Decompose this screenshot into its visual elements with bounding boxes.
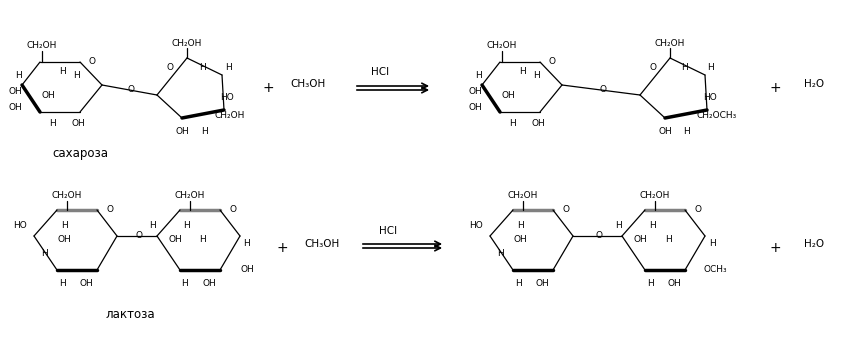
Text: CH₂OH: CH₂OH [640,191,670,201]
Text: OH: OH [535,278,549,287]
Text: O: O [88,58,96,66]
Text: OH: OH [41,91,55,99]
Text: H: H [73,71,79,81]
Text: H₂O: H₂O [804,79,824,89]
Text: H: H [244,239,251,247]
Text: H: H [149,221,156,231]
Text: O: O [106,206,113,214]
Text: H: H [41,248,48,257]
Text: H: H [199,62,206,71]
Text: OH: OH [8,103,22,113]
Text: OH: OH [175,126,189,135]
Text: CH₂OH: CH₂OH [215,112,245,121]
Text: OH: OH [633,236,647,245]
Text: OH: OH [8,88,22,96]
Text: CH₂OH: CH₂OH [175,191,205,201]
Text: H: H [664,236,671,245]
Text: O: O [695,206,702,214]
Text: сахароза: сахароза [52,147,108,159]
Text: H: H [59,67,66,76]
Text: OH: OH [240,266,254,275]
Text: H: H [200,126,207,135]
Text: OH: OH [513,236,527,245]
Text: +: + [769,81,781,95]
Text: O: O [650,63,657,72]
Text: O: O [230,206,237,214]
Text: OH: OH [531,120,545,128]
Text: HCl: HCl [379,226,397,236]
Text: H: H [509,120,515,128]
Text: O: O [562,206,569,214]
Text: OCH₃: OCH₃ [703,266,727,275]
Text: CH₂OH: CH₂OH [52,191,82,201]
Text: H: H [646,278,653,287]
Text: H: H [474,70,481,80]
Text: CH₂OH: CH₂OH [508,191,538,201]
Text: HO: HO [703,93,717,102]
Text: HO: HO [469,221,483,231]
Text: O: O [600,86,607,94]
Text: O: O [167,63,174,72]
Text: лактоза: лактоза [105,308,155,321]
Text: HCl: HCl [371,67,389,77]
Text: OH: OH [71,120,85,128]
Text: CH₂OCH₃: CH₂OCH₃ [697,112,737,121]
Text: H: H [517,221,524,231]
Text: CH₂OH: CH₂OH [655,38,685,48]
Text: CH₃OH: CH₃OH [290,79,326,89]
Text: H: H [225,62,232,71]
Text: HO: HO [220,93,234,102]
Text: OH: OH [658,126,672,135]
Text: H: H [59,278,66,287]
Text: H: H [708,62,715,71]
Text: +: + [262,81,274,95]
Text: O: O [136,232,143,241]
Text: H₂O: H₂O [804,239,824,249]
Text: +: + [769,241,781,255]
Text: +: + [276,241,288,255]
Text: OH: OH [79,278,92,287]
Text: H: H [515,278,521,287]
Text: H: H [532,71,539,81]
Text: OH: OH [168,236,182,245]
Text: CH₂OH: CH₂OH [172,38,202,48]
Text: H: H [649,221,656,231]
Text: CH₃OH: CH₃OH [304,239,340,249]
Text: H: H [184,221,190,231]
Text: H: H [15,70,22,80]
Text: OH: OH [667,278,681,287]
Text: CH₂OH: CH₂OH [486,41,518,51]
Text: OH: OH [202,278,216,287]
Text: H: H [200,236,206,245]
Text: H: H [48,120,55,128]
Text: H: H [683,126,690,135]
Text: O: O [549,58,556,66]
Text: H: H [708,239,715,247]
Text: OH: OH [468,88,482,96]
Text: O: O [128,86,135,94]
Text: OH: OH [468,103,482,113]
Text: H: H [682,62,689,71]
Text: H: H [497,248,504,257]
Text: H: H [60,221,67,231]
Text: H: H [614,221,621,231]
Text: CH₂OH: CH₂OH [27,41,57,51]
Text: HO: HO [13,221,27,231]
Text: OH: OH [57,236,71,245]
Text: H: H [181,278,188,287]
Text: OH: OH [501,91,515,99]
Text: H: H [518,67,525,76]
Text: O: O [595,232,602,241]
